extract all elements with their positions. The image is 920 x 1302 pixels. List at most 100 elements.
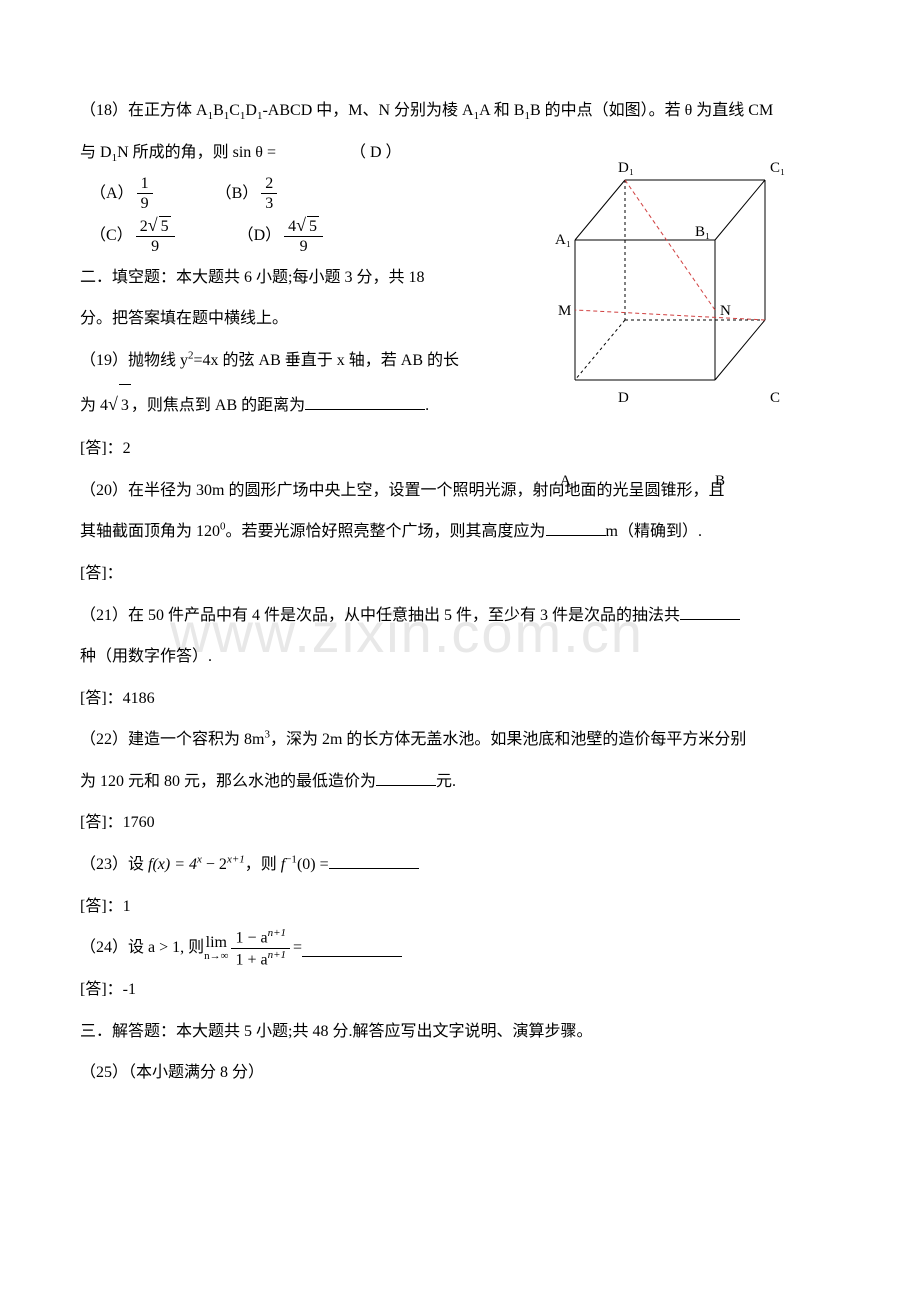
numerator: 1: [137, 174, 153, 194]
q25-line: （25）（本小题满分 8 分）: [80, 1052, 840, 1094]
t: （22）建造一个容积为 8m: [80, 731, 264, 748]
blank-line: [302, 939, 402, 957]
t: ，则: [245, 856, 281, 873]
q22-line2: 为 120 元和 80 元，那么水池的最低造价为 元.: [80, 761, 840, 803]
t: A 和 B: [479, 102, 524, 119]
q18-option-a: （A） 1 9: [90, 173, 156, 215]
fraction: 1 − an+1 1 + an+1: [231, 927, 290, 969]
radicand: 3: [119, 384, 131, 427]
t: ，则焦点到 AB 的距离为: [131, 397, 305, 414]
radicand: 5: [159, 216, 171, 236]
t: 。若要光源恰好照亮整个广场，则其高度应为: [226, 523, 546, 540]
q21-line2: 种（用数字作答）.: [80, 636, 840, 678]
sqrt-sign: √: [296, 215, 306, 235]
t: （23）设: [80, 856, 148, 873]
numerator: 4√5: [284, 215, 323, 238]
q18-options-row2: （C） 2√5 9 （D） 4√5 9: [90, 215, 840, 257]
blank-line: [305, 392, 425, 410]
q18-line1: （18）在正方体 A1B1C1D1-ABCD 中，M、N 分别为棱 A1A 和 …: [80, 90, 840, 132]
blank-line: [546, 518, 606, 536]
fx: f(x) = 4: [148, 856, 197, 873]
denominator: 3: [261, 194, 277, 213]
q20-answer: [答]：: [80, 553, 840, 595]
t: D: [245, 102, 257, 119]
section3-heading: 三．解答题：本大题共 5 小题;共 48 分.解答应写出文字说明、演算步骤。: [80, 1011, 840, 1053]
denominator: 9: [137, 194, 153, 213]
t: 其轴截面顶角为 120: [80, 523, 220, 540]
t: 与 D: [80, 144, 112, 161]
fraction: 4√5 9: [284, 215, 323, 257]
q21-answer: [答]：4186: [80, 678, 840, 720]
q18-option-c: （C） 2√5 9: [90, 215, 178, 257]
sqrt-sign: √: [148, 215, 158, 235]
numerator: 1 − an+1: [231, 927, 290, 949]
t: （24）设 a > 1, 则: [80, 927, 204, 969]
blank-line: [376, 768, 436, 786]
q19-line1: （19）抛物线 y2=4x 的弦 AB 垂直于 x 轴，若 AB 的长: [80, 340, 840, 382]
q23-answer: [答]：1: [80, 886, 840, 928]
period: .: [425, 397, 429, 414]
section2-heading-b: 分。把答案填在题中横线上。: [80, 298, 840, 340]
t: B: [213, 102, 224, 119]
fraction: 2√5 9: [136, 215, 175, 257]
q18-option-b: （B） 2 3: [216, 173, 281, 215]
q18-line2: 与 D1N 所成的角，则 sin θ = （ D ）: [80, 132, 840, 174]
q19-answer: [答]：2: [80, 428, 840, 470]
q20-line2: 其轴截面顶角为 1200。若要光源恰好照亮整个广场，则其高度应为m（精确到）.: [80, 511, 840, 553]
t: C: [229, 102, 240, 119]
t: =4x 的弦 AB 垂直于 x 轴，若 AB 的长: [194, 352, 459, 369]
t: 为 4: [80, 397, 108, 414]
t: （21）在 50 件产品中有 4 件是次品，从中任意抽出 5 件，至少有 3 件…: [80, 607, 680, 624]
denominator: 1 + an+1: [231, 949, 290, 970]
fraction: 1 9: [137, 174, 153, 213]
label: （B）: [216, 173, 259, 215]
sup: n+1: [268, 949, 286, 961]
q23-line: （23）设 f(x) = 4x − 2x+1，则 f−1(0) =: [80, 844, 840, 886]
label: （A）: [90, 173, 134, 215]
numerator: 2: [261, 174, 277, 194]
sup-neg1: −1: [285, 854, 297, 866]
q21-line1: （21）在 50 件产品中有 4 件是次品，从中任意抽出 5 件，至少有 3 件…: [80, 595, 840, 637]
q22-answer: [答]：1760: [80, 802, 840, 844]
t: N 所成的角，则 sin θ =: [117, 144, 276, 161]
q24-answer: [答]：-1: [80, 969, 840, 1011]
q18-options-row1: （A） 1 9 （B） 2 3: [90, 173, 840, 215]
q19-line2: 为 4√3，则焦点到 AB 的距离为.: [80, 381, 840, 428]
t: ，深为 2m 的长方体无盖水池。如果池底和池壁的造价每平方米分别: [270, 731, 746, 748]
t: 元.: [436, 773, 456, 790]
blank-line: [329, 851, 419, 869]
coef: 4: [288, 218, 296, 235]
blank-line: [680, 602, 740, 620]
t: 1 − a: [235, 930, 267, 947]
args: (0) =: [297, 856, 329, 873]
lim-label: lim: [204, 935, 228, 951]
coef: 2: [140, 218, 148, 235]
fraction: 2 3: [261, 174, 277, 213]
q24-line: （24）设 a > 1, 则 lim n→∞ 1 − an+1 1 + an+1…: [80, 927, 840, 969]
t: m（精确到）.: [606, 523, 702, 540]
section2-heading-a: 二．填空题：本大题共 6 小题;每小题 3 分，共 18: [80, 257, 840, 299]
numerator: 2√5: [136, 215, 175, 238]
label: （D）: [238, 215, 282, 257]
q22-line1: （22）建造一个容积为 8m3，深为 2m 的长方体无盖水池。如果池底和池壁的造…: [80, 719, 840, 761]
q18-text: （18）在正方体 A: [80, 102, 208, 119]
t: 为 120 元和 80 元，那么水池的最低造价为: [80, 773, 376, 790]
lim-sub: n→∞: [204, 951, 228, 962]
q18-answer-mark: （ D ）: [350, 144, 402, 161]
sup: n+1: [268, 927, 286, 939]
label: （C）: [90, 215, 133, 257]
t: B 的中点（如图）。若 θ 为直线 CM: [530, 102, 773, 119]
t: − 2: [202, 856, 227, 873]
sqrt-sign: √: [108, 394, 118, 414]
t: -ABCD 中，M、N 分别为棱 A: [262, 102, 473, 119]
t: 1 + a: [235, 951, 267, 968]
q20-line1: （20）在半径为 30m 的圆形广场中央上空，设置一个照明光源，射向地面的光呈圆…: [80, 470, 840, 512]
limit: lim n→∞: [204, 935, 228, 962]
eq: =: [293, 927, 302, 969]
denominator: 9: [284, 237, 323, 256]
denominator: 9: [136, 237, 175, 256]
sup: x+1: [227, 854, 245, 866]
q18-option-d: （D） 4√5 9: [238, 215, 326, 257]
radicand: 5: [307, 216, 319, 236]
t: （19）抛物线 y: [80, 352, 188, 369]
